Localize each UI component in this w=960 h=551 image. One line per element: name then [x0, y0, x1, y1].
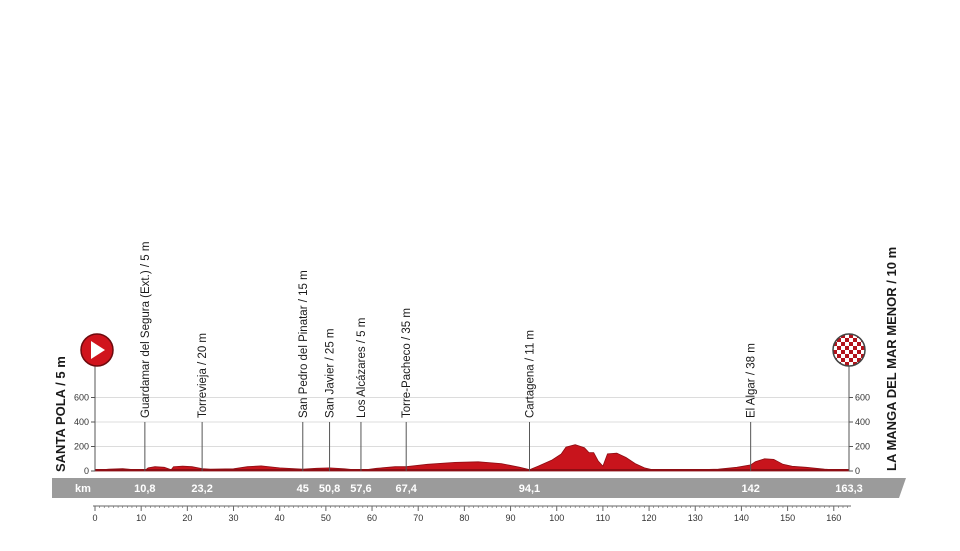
y-tick-label: 0 [84, 466, 89, 476]
flag-check [845, 354, 849, 358]
flag-check [837, 338, 841, 342]
x-tick-label: 30 [229, 513, 239, 523]
y-tick-label: 200 [855, 442, 870, 452]
flag-check [849, 334, 853, 338]
x-tick-label: 0 [92, 513, 97, 523]
flag-check [841, 342, 845, 346]
x-tick-label: 60 [367, 513, 377, 523]
flag-check [857, 358, 861, 362]
start-label: SANTA POLA / 5 m [53, 356, 68, 472]
y-axis-left: 0 200 400 600 [74, 393, 95, 476]
distance-unit-label: km [75, 483, 91, 495]
flag-check [857, 350, 861, 354]
checkpoint-label: Guardamar del Segura (Ext.) / 5 m [140, 242, 152, 418]
y-tick-label: 200 [74, 442, 89, 452]
checkpoint-km-label: 57,6 [350, 483, 371, 495]
x-tick-label: 160 [826, 513, 841, 523]
y-tick-label: 400 [855, 417, 870, 427]
flag-check [837, 354, 841, 358]
flag-check [849, 350, 853, 354]
flag-ring [832, 333, 866, 367]
x-axis-ticks: 0 10 20 30 40 50 60 70 80 90 100 110 120 130 140 150 160 [92, 506, 848, 523]
play-icon [91, 341, 105, 359]
y-tick-label: 0 [855, 466, 860, 476]
checkpoint-label: Cartagena / 11 m [524, 330, 536, 418]
flag-check [853, 346, 857, 350]
y-tick-label: 600 [74, 393, 89, 403]
start-marker: SANTA POLA / 5 m [53, 333, 114, 472]
checkpoint-km-label: 94,1 [519, 483, 540, 495]
flag-check [853, 354, 857, 358]
checkpoint-km-label: 50,8 [319, 483, 340, 495]
checkpoint-km-label: 23,2 [191, 483, 212, 495]
flag-check [853, 338, 857, 342]
flag-check [857, 366, 861, 370]
flag-check [861, 362, 865, 366]
x-tick-label: 80 [459, 513, 469, 523]
x-tick-label: 120 [642, 513, 657, 523]
flag-check [833, 350, 837, 354]
x-tick-label: 110 [596, 513, 610, 523]
flag-check [841, 350, 845, 354]
checkpoint-km-label: 142 [741, 483, 759, 495]
flag-check [845, 338, 849, 342]
x-tick-label: 100 [549, 513, 564, 523]
checkpoint-km-label: 10,8 [134, 483, 155, 495]
checkpoint-label: Los Alcázares / 5 m [356, 318, 368, 418]
distance-strip [52, 478, 906, 498]
flag-check [865, 358, 869, 362]
flag-check [833, 334, 837, 338]
checkpoint-label: San Javier / 25 m [325, 329, 337, 418]
x-tick-label: 70 [413, 513, 423, 523]
checkpoint-label: San Pedro del Pinatar / 15 m [298, 270, 310, 418]
flag-check [845, 346, 849, 350]
flag-check [833, 342, 837, 346]
flag-check [841, 334, 845, 338]
flag-check [861, 354, 865, 358]
flag-check [865, 342, 869, 346]
checkered-flag-icon [832, 333, 869, 370]
finish-label: LA MANGA DEL MAR MENOR / 10 m [884, 247, 899, 471]
checkpoint-lines [144, 422, 752, 471]
flag-check [861, 346, 865, 350]
checkpoint-label: Torrevieja / 20 m [197, 333, 209, 418]
x-tick-label: 10 [136, 513, 146, 523]
flag-check [865, 366, 869, 370]
x-tick-label: 90 [506, 513, 516, 523]
checkpoint-km-label: 163,3 [835, 483, 863, 495]
finish-marker: LA MANGA DEL MAR MENOR / 10 m [832, 247, 899, 471]
x-tick-label: 20 [182, 513, 192, 523]
flag-check [865, 334, 869, 338]
checkpoint-km-label: 45 [297, 483, 309, 495]
y-tick-label: 400 [74, 417, 89, 427]
flag-check [841, 366, 845, 370]
checkpoint-label: Torre-Pacheco / 35 m [401, 308, 413, 418]
x-tick-label: 150 [780, 513, 795, 523]
x-tick-label: 50 [321, 513, 331, 523]
elevation-area [94, 444, 850, 472]
checkpoint-labels: Guardamar del Segura (Ext.) / 5 m Torrevi… [140, 242, 758, 418]
flag-check [849, 358, 853, 362]
elevation-profile [94, 444, 850, 472]
flag-check [849, 342, 853, 346]
flag-check [833, 366, 837, 370]
x-tick-label: 40 [275, 513, 285, 523]
x-tick-label: 140 [734, 513, 749, 523]
checkpoint-km-label: 67,4 [395, 483, 417, 495]
elevation-base [95, 469, 849, 471]
y-axis-right: 0 200 400 600 [849, 393, 870, 476]
flag-check [857, 342, 861, 346]
flag-check [845, 362, 849, 366]
checkpoint-label: El Algar / 38 m [746, 343, 758, 418]
y-tick-label: 600 [855, 393, 870, 403]
flag-check [837, 346, 841, 350]
checkpoint-km-labels: 10,8 23,2 45 50,8 57,6 67,4 94,1 142 163,3 [134, 483, 863, 495]
flag-check [841, 358, 845, 362]
flag-check [853, 362, 857, 366]
x-tick-label: 130 [688, 513, 703, 523]
